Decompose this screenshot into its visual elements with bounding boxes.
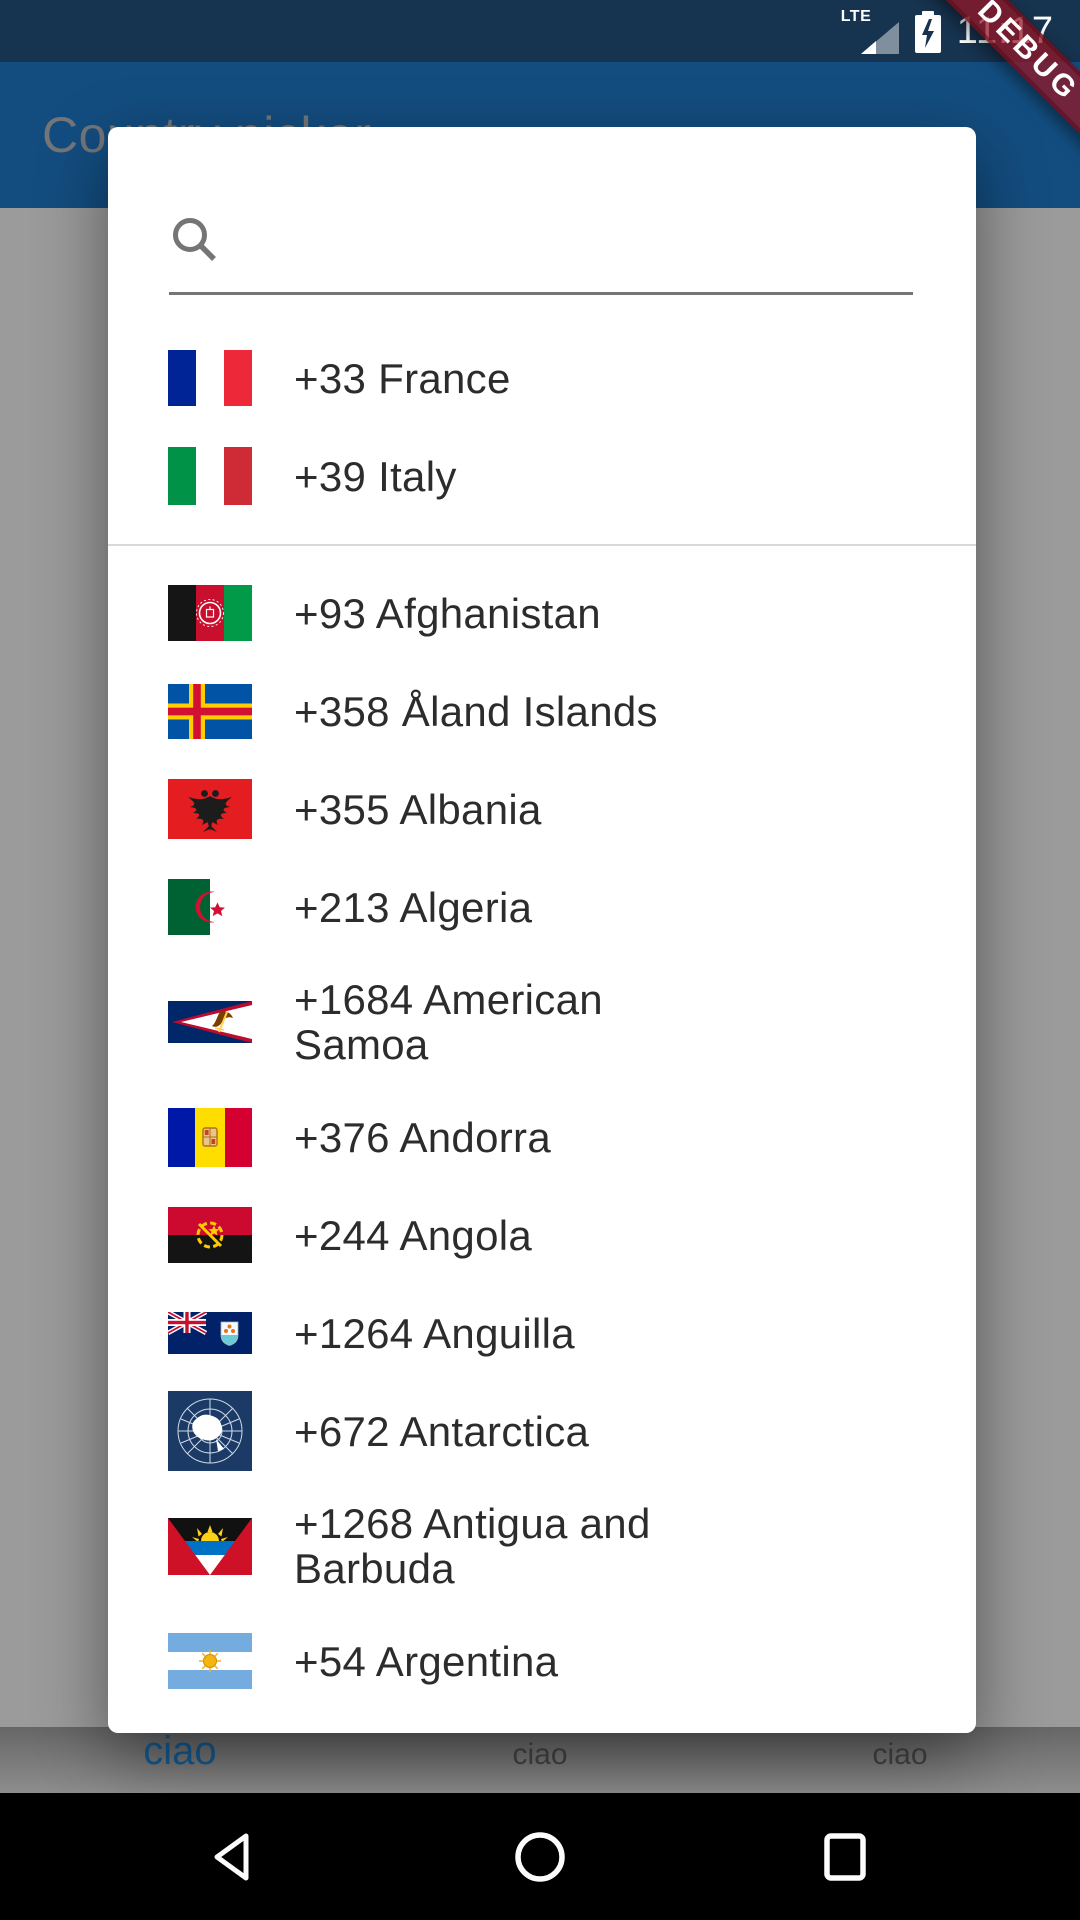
country-label: +213 Algeria xyxy=(294,883,533,931)
country-label: +93 Afghanistan xyxy=(294,589,601,637)
flag-antarctica-icon xyxy=(168,1391,252,1471)
flag-anguilla-icon xyxy=(168,1312,252,1354)
back-triangle-icon xyxy=(214,1833,249,1880)
nav-recents-button[interactable] xyxy=(785,1793,905,1920)
country-row-anguilla[interactable]: +1264 Anguilla xyxy=(108,1284,976,1382)
nav-home-button[interactable] xyxy=(480,1793,600,1920)
country-label: +33 France xyxy=(294,354,511,402)
country-label: +39 Italy xyxy=(294,452,457,500)
country-row-italy[interactable]: +39 Italy xyxy=(108,427,976,525)
country-label: +355 Albania xyxy=(294,785,542,833)
country-row-afghanistan[interactable]: +93 Afghanistan xyxy=(108,564,976,662)
android-nav-bar xyxy=(0,1793,1080,1920)
country-row-argentina[interactable]: +54 Argentina xyxy=(108,1612,976,1710)
country-row-american-samoa[interactable]: +1684 American Samoa xyxy=(108,956,976,1088)
country-label: +358 Åland Islands xyxy=(294,687,658,735)
country-label: +376 Andorra xyxy=(294,1113,551,1161)
country-label: +1268 Antigua and Barbuda xyxy=(294,1500,651,1592)
bottom-tab-bar: ciao ciao ciao xyxy=(0,1727,1080,1793)
country-row-angola[interactable]: +244 Angola xyxy=(108,1186,976,1284)
flag-afghanistan-icon xyxy=(168,585,252,641)
search-icon xyxy=(170,215,226,276)
country-row-france[interactable]: +33 France xyxy=(108,329,976,427)
flag-argentina-icon xyxy=(168,1633,252,1689)
country-row-antarctica[interactable]: +672 Antarctica xyxy=(108,1382,976,1480)
favorites-divider xyxy=(108,544,976,546)
home-circle-icon xyxy=(515,1831,565,1882)
bottom-tab-2[interactable]: ciao xyxy=(360,1740,720,1770)
country-label: +54 Argentina xyxy=(294,1637,559,1685)
country-row-antigua-and-barbuda[interactable]: +1268 Antigua and Barbuda xyxy=(108,1480,976,1612)
flag-andorra-icon xyxy=(168,1107,252,1167)
signal-triangle-icon xyxy=(860,22,899,54)
country-label: +244 Angola xyxy=(294,1211,533,1259)
lte-label: LTE xyxy=(840,8,872,25)
status-bar: LTE 11:17 xyxy=(0,0,1080,62)
bottom-tab-1[interactable]: ciao xyxy=(0,1731,360,1771)
nav-back-button[interactable] xyxy=(175,1793,295,1920)
flag-algeria-icon xyxy=(168,879,252,935)
bottom-tab-label: ciao xyxy=(512,1738,568,1771)
recents-square-icon xyxy=(824,1832,866,1881)
country-label: +1684 American Samoa xyxy=(294,976,603,1068)
country-label: +1264 Anguilla xyxy=(294,1309,575,1357)
country-list[interactable]: +93 Afghanistan +358 Åland Islands +355 … xyxy=(108,564,976,1710)
cell-signal-icon: LTE xyxy=(841,8,899,54)
flag-france-icon xyxy=(168,350,252,406)
country-row-andorra[interactable]: +376 Andorra xyxy=(108,1088,976,1186)
favorites-list: +33 France +39 Italy xyxy=(108,329,976,525)
flag-american-samoa-icon xyxy=(168,1001,252,1043)
flag-aland-islands-icon xyxy=(168,683,252,739)
country-row-algeria[interactable]: +213 Algeria xyxy=(108,858,976,956)
country-label: +672 Antarctica xyxy=(294,1407,590,1455)
search-field[interactable] xyxy=(108,127,976,295)
bottom-tab-label: ciao xyxy=(143,1729,217,1773)
battery-icon xyxy=(914,11,941,53)
country-row-aland-islands[interactable]: +358 Åland Islands xyxy=(108,662,976,760)
search-underline xyxy=(169,292,913,295)
bottom-tab-3[interactable]: ciao xyxy=(720,1740,1080,1770)
bottom-tab-label: ciao xyxy=(872,1738,928,1771)
country-row-albania[interactable]: +355 Albania xyxy=(108,760,976,858)
flag-angola-icon xyxy=(168,1207,252,1263)
battery-bolt-icon xyxy=(921,19,934,48)
flag-antigua-and-barbuda-icon xyxy=(168,1517,252,1575)
country-picker-dialog: +33 France +39 Italy +93 Afghanistan +35… xyxy=(108,127,976,1733)
flag-albania-icon xyxy=(168,779,252,839)
flag-italy-icon xyxy=(168,447,252,505)
